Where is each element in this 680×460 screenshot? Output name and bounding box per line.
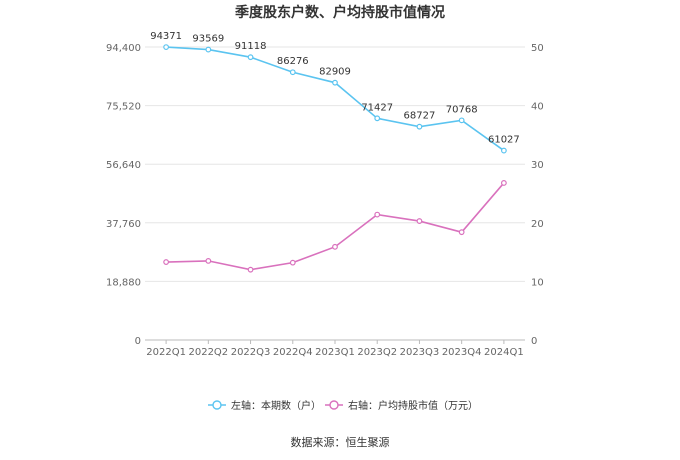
series-line-2: [166, 182, 505, 271]
series-1-point: [163, 44, 170, 50]
series-1-point: [332, 79, 338, 86]
x-tick-label: 2023Q4: [442, 347, 482, 358]
series-2-point: [247, 266, 254, 273]
data-label: 71427: [361, 102, 393, 113]
right-tick-label: 50: [531, 43, 544, 54]
series-2-point: [458, 229, 465, 236]
x-axis: 2022Q1 2022Q2 2022Q3 2022Q4 2023Q1 2023Q2 2023…: [146, 340, 524, 358]
x-tick-label: 2023Q2: [357, 347, 397, 358]
series-1-point: [289, 69, 296, 76]
series-1-point: [500, 147, 507, 154]
source-note: 数据来源：恒生聚源: [291, 435, 390, 449]
x-tick-label: 2022Q3: [231, 347, 271, 358]
data-label: 61027: [488, 135, 520, 146]
legend[interactable]: 左轴：本期数（户） 右轴：户均持股市值（万元）: [208, 399, 478, 412]
left-axis: 0 18,880 37,760 56,640 75,520 94,400: [106, 43, 141, 347]
series-line-1: [166, 46, 505, 152]
x-tick-label: 2024Q1: [484, 347, 524, 358]
x-tick-label: 2023Q3: [400, 347, 440, 358]
data-label: 68727: [404, 111, 436, 122]
series-1-point: [374, 115, 381, 122]
series-1-point: [458, 117, 465, 124]
data-label: 70768: [446, 104, 478, 115]
left-tick-label: 18,880: [106, 277, 141, 288]
series-1-point: [247, 54, 254, 61]
data-label: 94371: [150, 31, 182, 42]
left-tick-label: 56,640: [106, 160, 141, 171]
data-label: 93569: [192, 34, 224, 45]
x-tick-label: 2022Q1: [146, 347, 186, 358]
x-tick-label: 2022Q4: [273, 347, 313, 358]
data-label: 91118: [235, 41, 267, 52]
series-2-point: [289, 259, 296, 266]
right-tick-label: 30: [531, 160, 544, 171]
right-tick-label: 40: [531, 102, 544, 113]
series-1-point: [416, 123, 423, 130]
series-2-point: [163, 259, 170, 265]
series-2-point: [205, 257, 212, 264]
x-tick-label: 2022Q2: [188, 347, 228, 358]
left-tick-label: 94,400: [106, 43, 141, 54]
data-label: 82909: [319, 67, 351, 78]
series-2-point: [416, 218, 423, 224]
legend-label-2: 右轴：户均持股市值（万元）: [348, 399, 478, 412]
x-tick-label: 2023Q1: [315, 347, 355, 358]
right-tick-label: 0: [531, 336, 537, 347]
series-2-point: [332, 243, 338, 250]
left-tick-label: 37,760: [106, 219, 141, 230]
right-axis: 0 10 20 30 40 50: [531, 43, 544, 347]
legend-label-1: 左轴：本期数（户）: [231, 399, 321, 412]
series-layer: 94371 93569 91118 86276 82909 71427 68727 70768…: [150, 31, 520, 273]
data-label: 86276: [277, 56, 309, 67]
gridlines: [145, 46, 525, 341]
right-tick-label: 20: [531, 219, 544, 230]
right-tick-label: 10: [531, 277, 544, 288]
series-2-point: [374, 211, 381, 218]
series-2-point: [500, 180, 507, 186]
legend-marker-2: [329, 400, 339, 410]
chart-title: 季度股东户数、户均持股市值情况: [234, 4, 445, 21]
legend-marker-1: [212, 400, 222, 410]
series-1-point: [205, 46, 212, 53]
left-tick-label: 75,520: [106, 102, 141, 113]
left-tick-label: 0: [135, 336, 141, 347]
